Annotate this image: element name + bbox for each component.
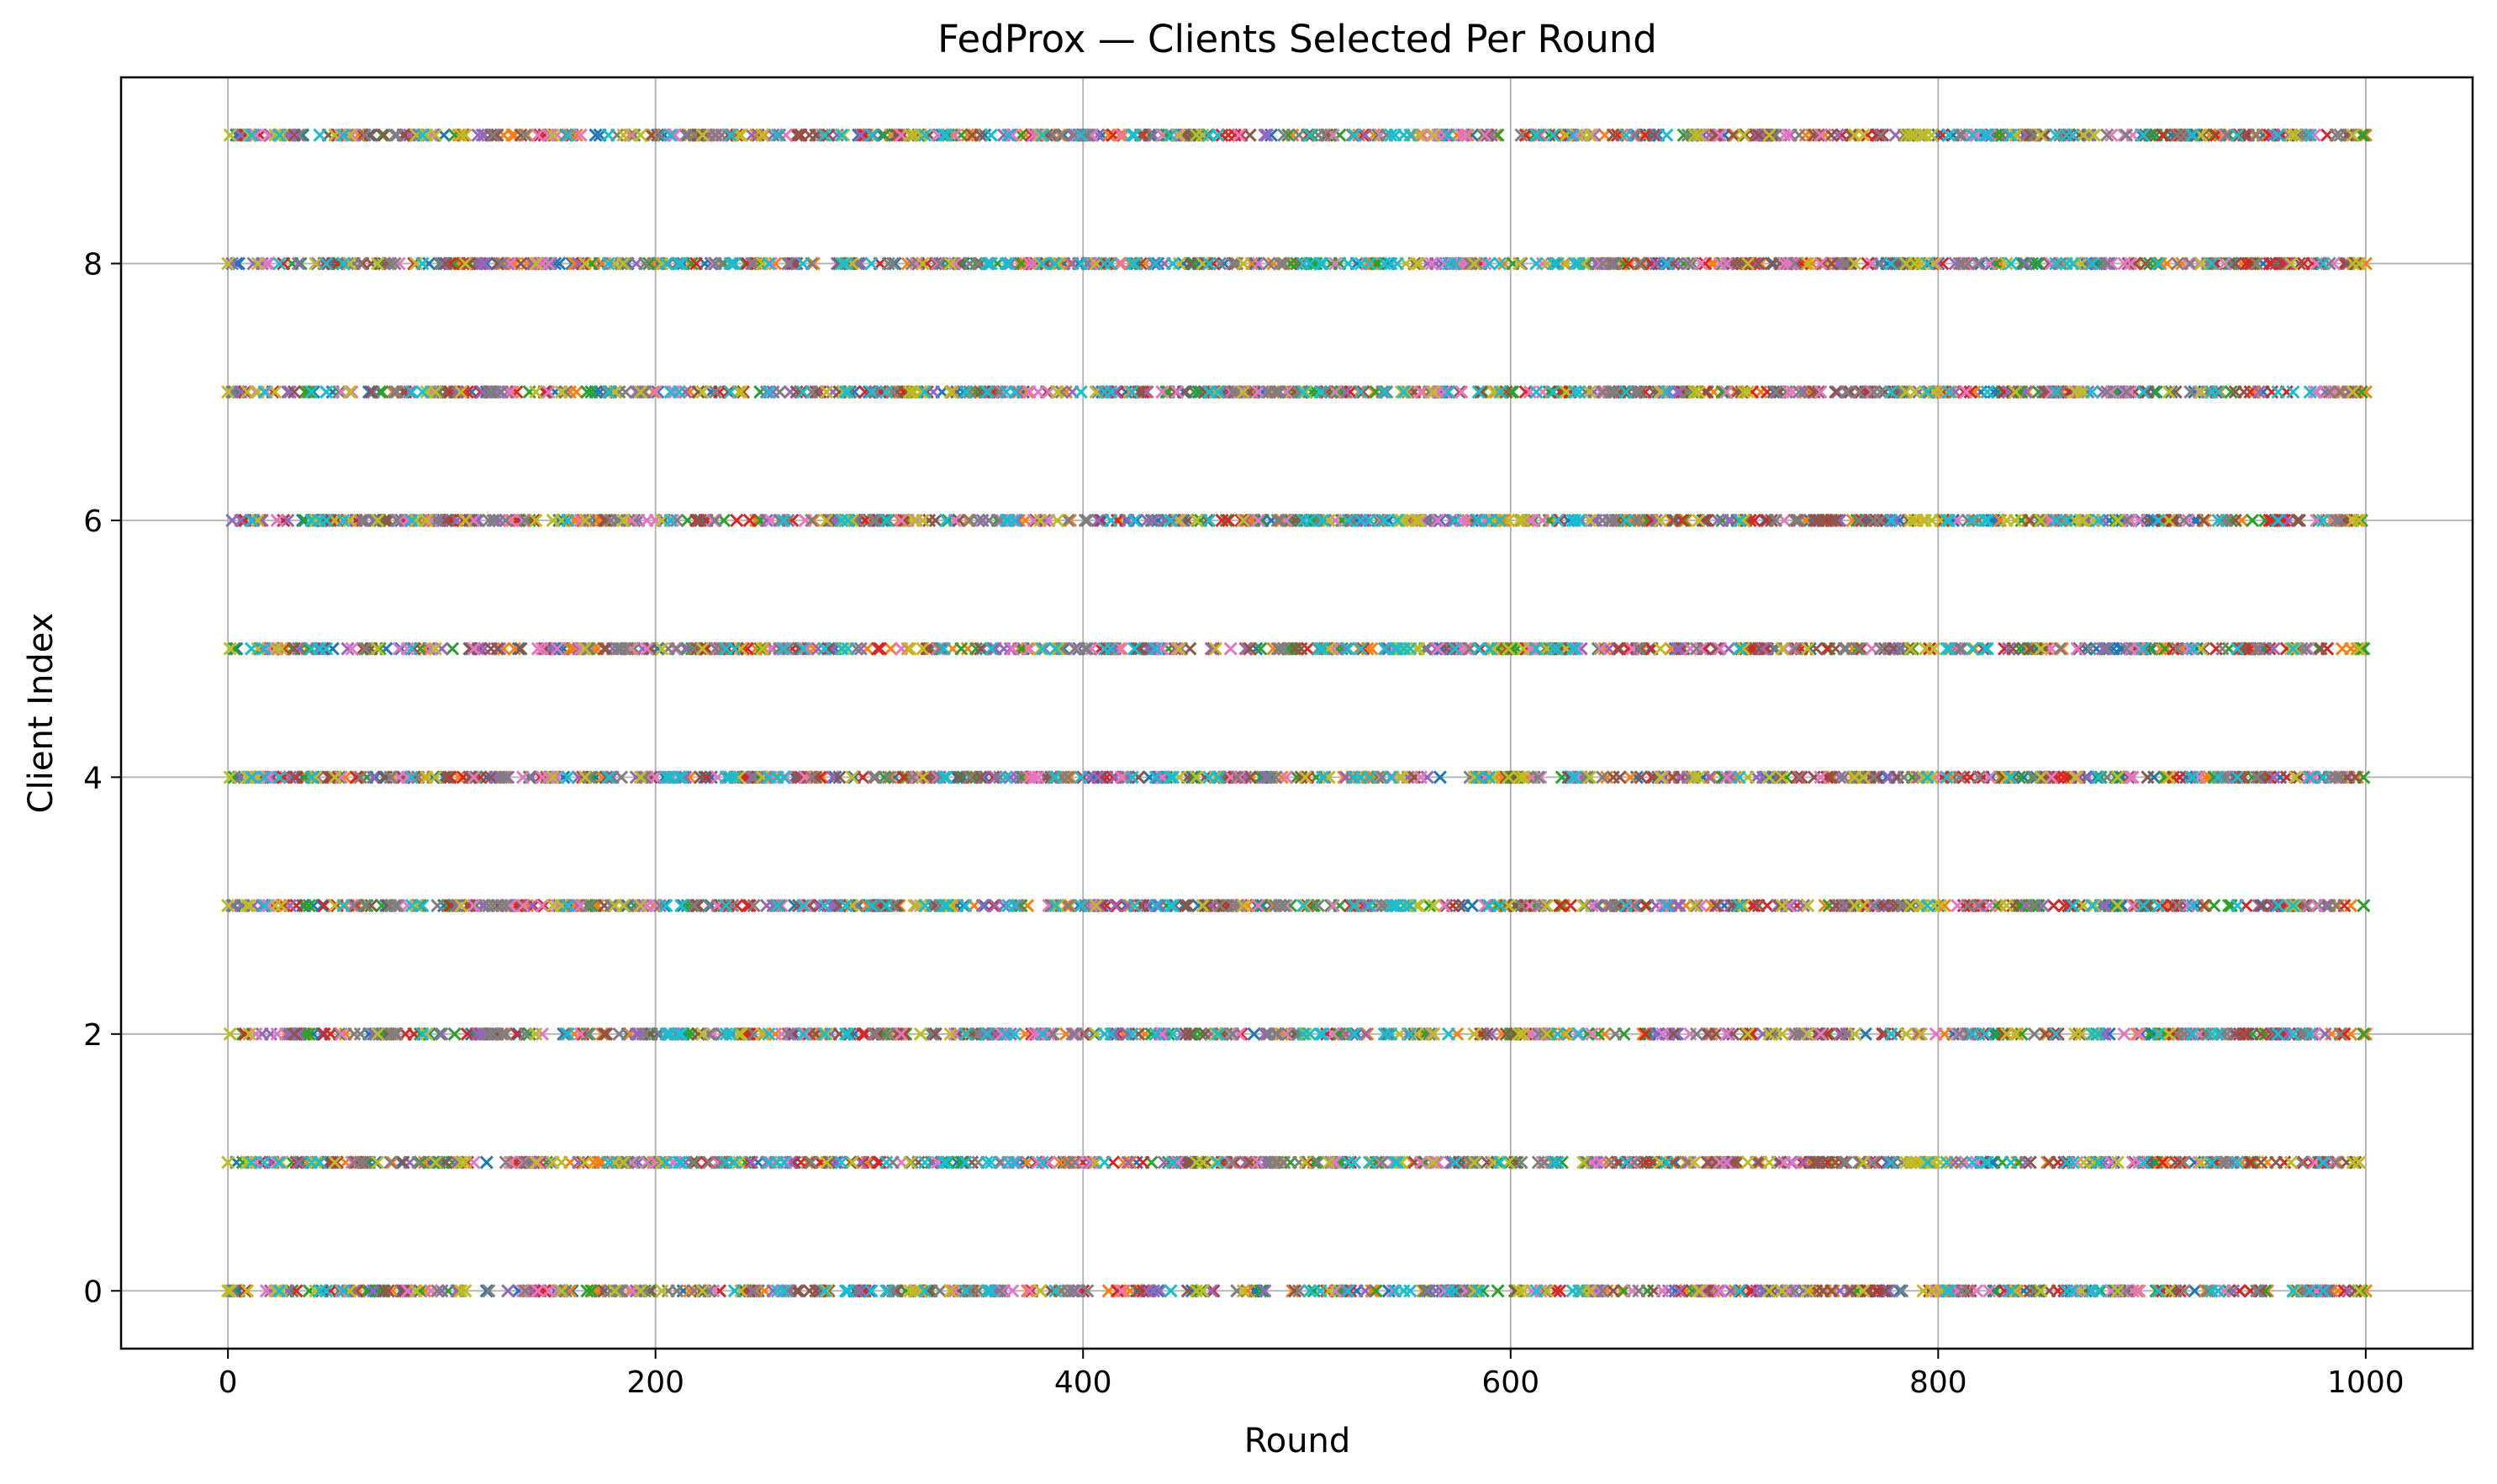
scatter-point-series: [230, 128, 2288, 1298]
y-axis-label: Client Index: [22, 613, 61, 814]
scatter-point-series: [347, 128, 2347, 1298]
chart-title: FedProx — Clients Selected Per Round: [937, 17, 1657, 61]
plot-area: [119, 76, 2474, 1350]
x-tick-label: 0: [219, 1365, 238, 1400]
scatter-point-series: [227, 128, 2371, 1298]
scatter-point-series: [245, 128, 2331, 1298]
y-axis-ticks: 0 2 4 6 8: [83, 247, 121, 1309]
axes-frame: [119, 76, 2474, 1350]
scatter-point-series: [249, 128, 2341, 1298]
y-tick-label: 6: [83, 504, 103, 539]
scatter-point-series: [238, 128, 2352, 1298]
x-tick-label: 600: [1481, 1365, 1539, 1400]
y-tick-label: 0: [83, 1275, 103, 1309]
x-tick-label: 800: [1909, 1365, 1967, 1400]
x-axis-label: Round: [1244, 1422, 1351, 1460]
y-tick-label: 2: [83, 1018, 103, 1053]
scatter-point-series: [287, 128, 2362, 1298]
x-tick-label: 1000: [2327, 1365, 2405, 1400]
scatter-marks: [221, 128, 2373, 1298]
x-axis-ticks: 0 200 400 600 800 1000: [219, 1349, 2405, 1400]
y-tick-label: 8: [83, 247, 103, 282]
y-tick-label: 4: [83, 761, 103, 795]
x-tick-label: 200: [626, 1365, 684, 1400]
scatter-point-series: [221, 128, 2367, 1298]
scatter-point-series: [225, 128, 2356, 1298]
scatter-point-series: [278, 128, 2373, 1298]
x-tick-label: 400: [1054, 1365, 1112, 1400]
